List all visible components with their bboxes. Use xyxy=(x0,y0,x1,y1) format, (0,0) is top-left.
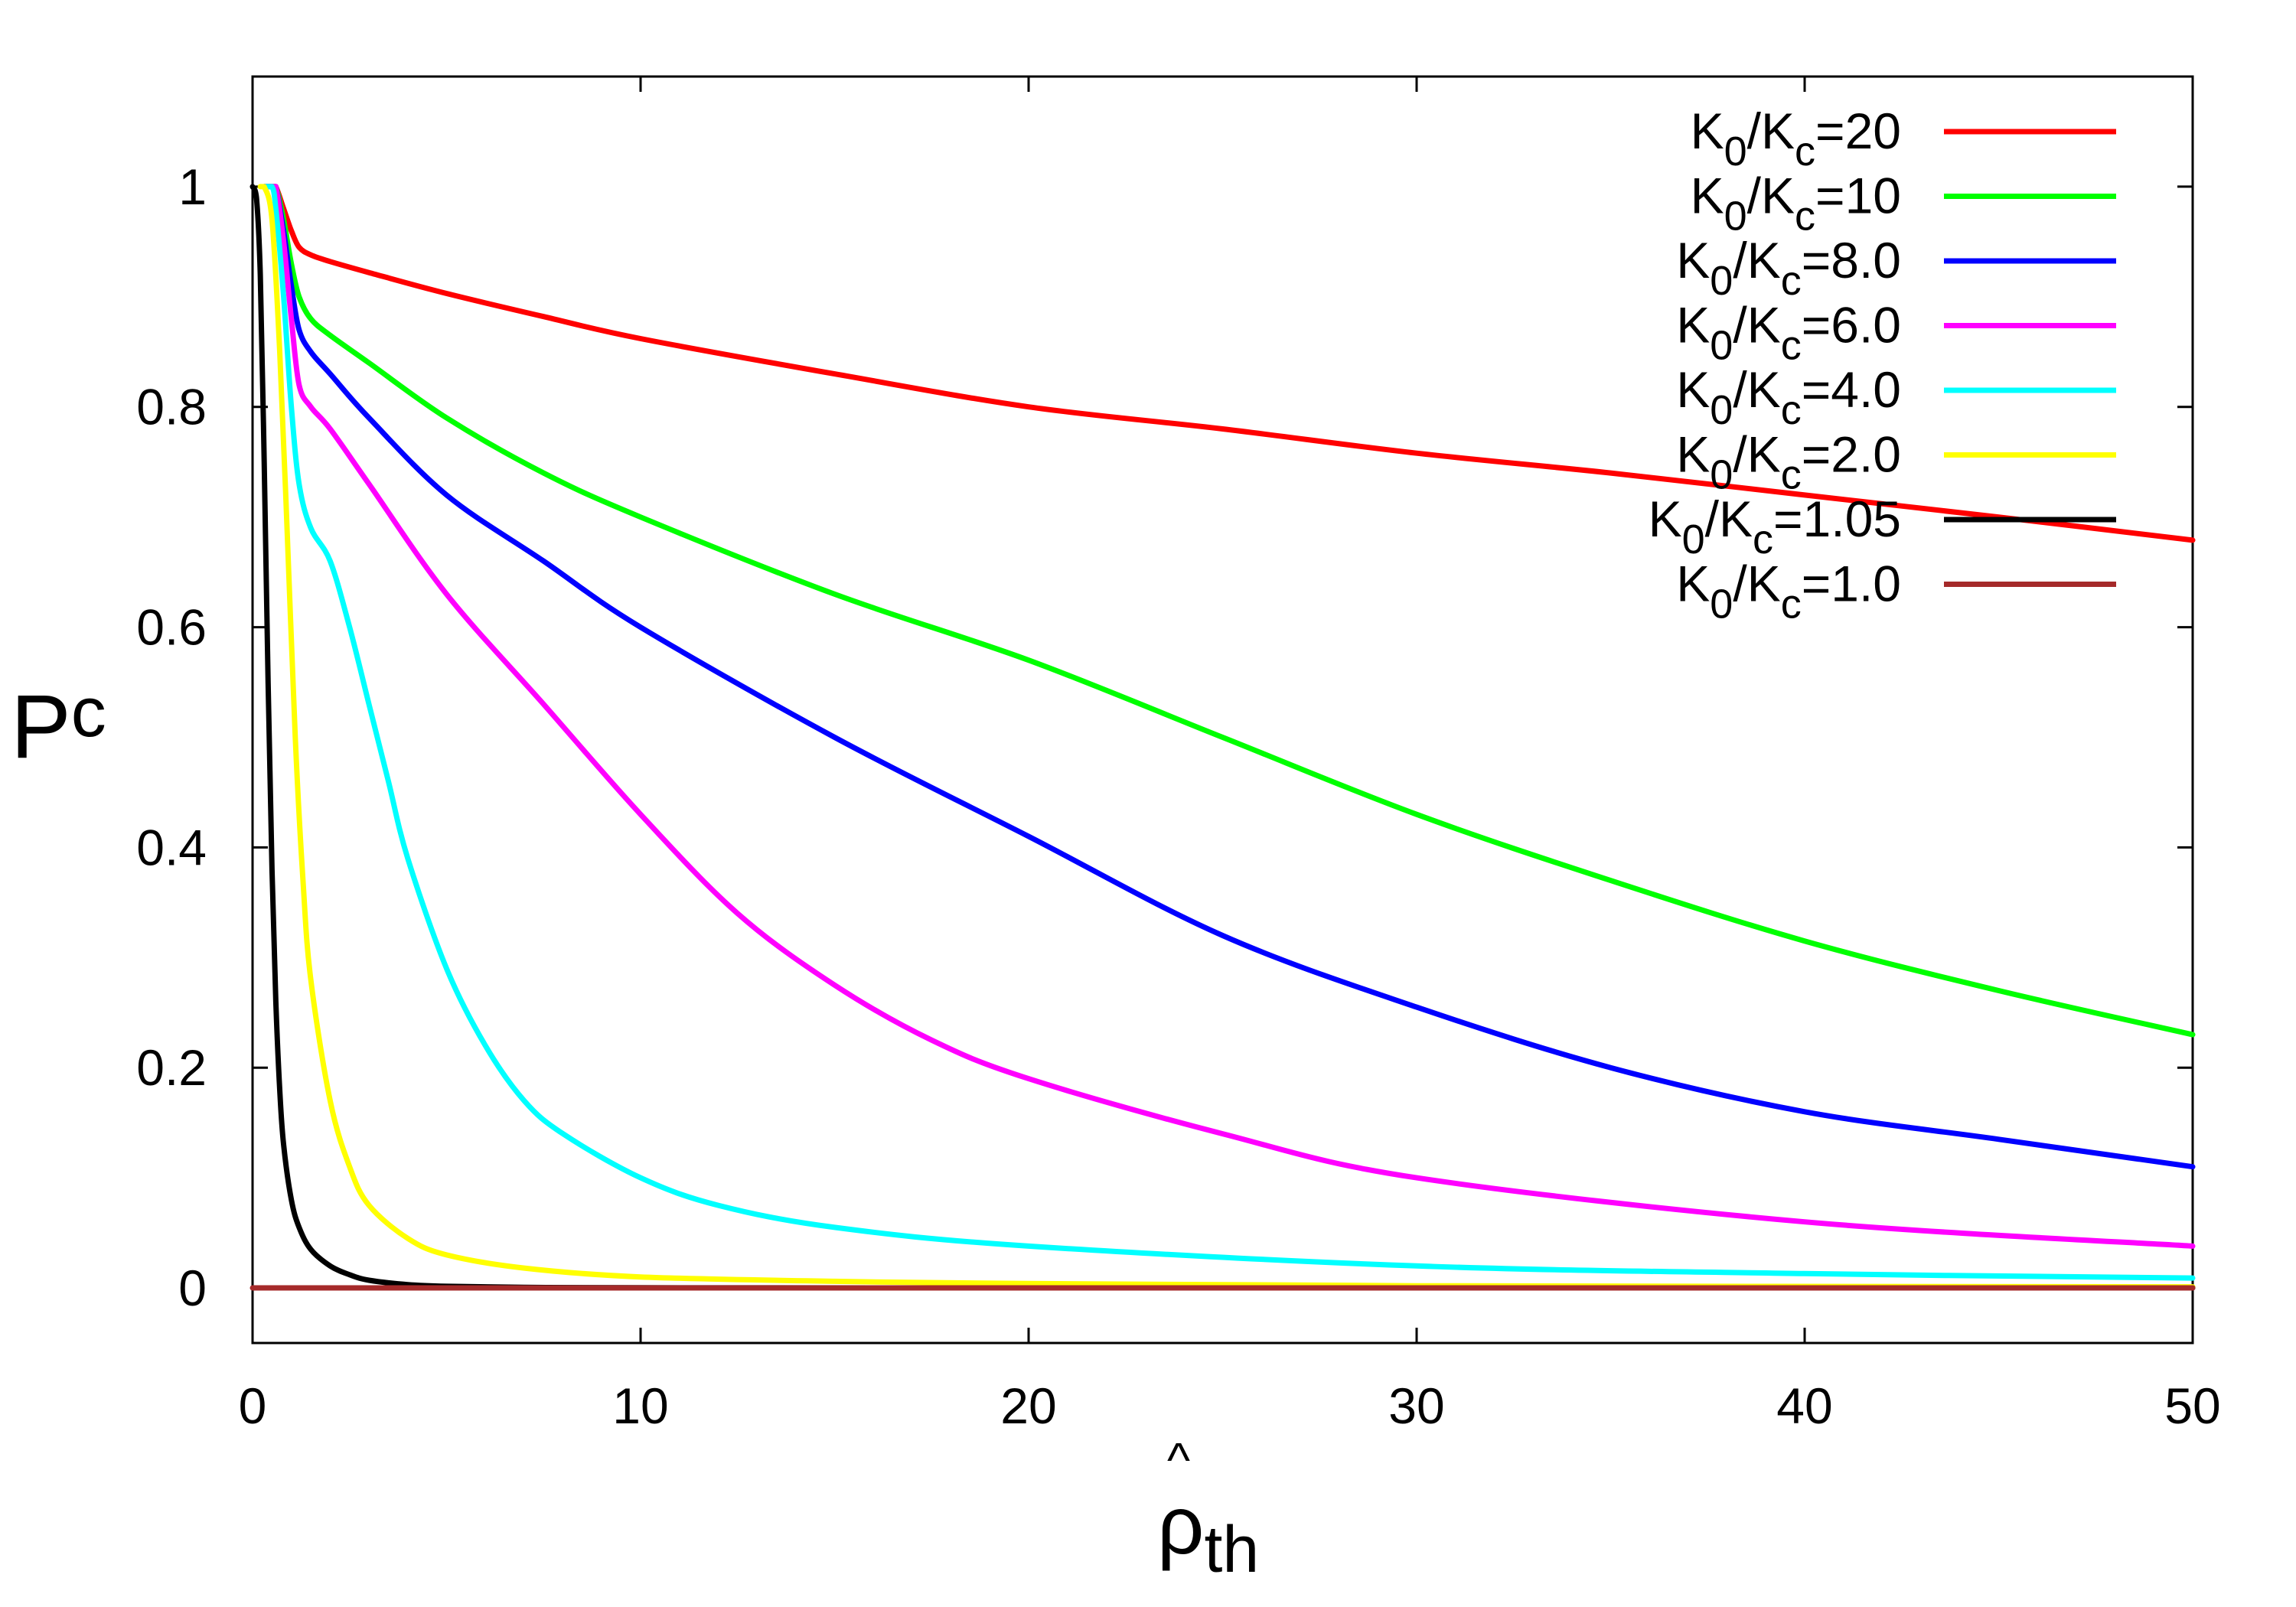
legend-label-sub: 0 xyxy=(1724,194,1747,240)
legend-label-part: /K xyxy=(1733,426,1780,483)
y-axis-title: Pc xyxy=(11,673,106,777)
legend-label-sub: 0 xyxy=(1682,517,1705,562)
legend-label-sub: 0 xyxy=(1710,323,1733,369)
x-tick-label: 0 xyxy=(239,1377,267,1434)
legend-label-part: /K xyxy=(1733,556,1780,612)
legend-label-part: /K xyxy=(1733,361,1780,418)
y-axis-title-sub: c xyxy=(71,673,106,751)
y-tick-label: 0 xyxy=(178,1260,207,1316)
legend-label-part: =10 xyxy=(1815,168,1901,224)
y-tick-label: 0.6 xyxy=(136,599,207,656)
series-lines xyxy=(249,184,2196,1291)
legend-label-part: K xyxy=(1676,556,1710,612)
legend-label-part: K xyxy=(1676,426,1710,483)
legend-label-part: /K xyxy=(1747,103,1795,159)
series-line-k0-kc-20 xyxy=(261,184,2196,543)
legend-label-part: /K xyxy=(1733,232,1780,288)
legend-label-part: K xyxy=(1676,361,1710,418)
legend-label-sub: c xyxy=(1781,258,1802,304)
x-tick-label: 50 xyxy=(2164,1377,2220,1434)
legend-label-part: =4.0 xyxy=(1802,361,1901,418)
legend-label-sub: 0 xyxy=(1724,129,1747,174)
x-axis-title: ρth xyxy=(1157,1478,1259,1586)
series-line-k0-kc-6-0 xyxy=(261,184,2196,1249)
legend-label-sub: 0 xyxy=(1710,452,1733,498)
y-tick-label: 0.4 xyxy=(136,819,207,875)
legend-label-sub: 0 xyxy=(1710,582,1733,627)
legend-label-sub: c xyxy=(1753,517,1773,562)
legend-label-k0-kc-1-05: K0/Kc=1.05 xyxy=(1649,491,1901,562)
legend: K0/Kc=20K0/Kc=10K0/Kc=8.0K0/Kc=6.0K0/Kc=… xyxy=(1649,103,2116,627)
legend-label-sub: c xyxy=(1795,194,1815,240)
legend-label-sub: c xyxy=(1781,582,1802,627)
plot-frame xyxy=(251,75,2194,1345)
x-tick-label: 40 xyxy=(1776,1377,1832,1434)
y-axis-title-main: P xyxy=(11,676,71,777)
legend-label-sub: c xyxy=(1795,129,1815,174)
x-tick-label: 20 xyxy=(1000,1377,1056,1434)
legend-label-part: =2.0 xyxy=(1802,426,1901,483)
legend-label-part: =20 xyxy=(1815,103,1901,159)
series-line-k0-kc-8-0 xyxy=(261,184,2196,1170)
legend-label-part: K xyxy=(1691,103,1724,159)
legend-label-part: K xyxy=(1649,491,1682,547)
legend-label-part: /K xyxy=(1733,297,1780,354)
legend-label-part: =1.05 xyxy=(1773,491,1901,547)
legend-label-part: =8.0 xyxy=(1802,232,1901,288)
legend-label-part: /K xyxy=(1747,168,1795,224)
x-axis-title-main: ρ xyxy=(1157,1478,1204,1571)
series-line-k0-kc-4-0 xyxy=(261,184,2196,1281)
x-axis-title-sub: th xyxy=(1204,1513,1259,1586)
legend-label-k0-kc-20: K0/Kc=20 xyxy=(1691,103,1901,174)
legend-label-k0-kc-4-0: K0/Kc=4.0 xyxy=(1676,361,1901,433)
legend-label-sub: c xyxy=(1781,452,1802,498)
axis-ticks: 0 10 20 30 40 50 0 0.2 0.4 0.6 0.8 1 xyxy=(136,77,2221,1434)
legend-label-k0-kc-8-0: K0/Kc=8.0 xyxy=(1676,232,1901,304)
legend-label-k0-kc-10: K0/Kc=10 xyxy=(1691,168,1901,240)
y-tick-label: 0.8 xyxy=(136,379,207,435)
legend-label-k0-kc-2-0: K0/Kc=2.0 xyxy=(1676,426,1901,498)
x-axis-hat: ^ xyxy=(1167,1433,1190,1488)
x-tick-label: 30 xyxy=(1388,1377,1444,1434)
y-tick-label: 0.2 xyxy=(136,1039,207,1096)
legend-label-k0-kc-6-0: K0/Kc=6.0 xyxy=(1676,297,1901,369)
legend-label-part: =1.0 xyxy=(1802,556,1901,612)
legend-label-sub: c xyxy=(1781,387,1802,433)
legend-label-sub: c xyxy=(1781,323,1802,369)
legend-label-k0-kc-1-0: K0/Kc=1.0 xyxy=(1676,556,1901,627)
legend-label-sub: 0 xyxy=(1710,387,1733,433)
legend-label-part: /K xyxy=(1705,491,1753,547)
legend-label-part: K xyxy=(1676,232,1710,288)
legend-label-part: K xyxy=(1691,168,1724,224)
legend-label-sub: 0 xyxy=(1710,258,1733,304)
x-tick-label: 10 xyxy=(612,1377,668,1434)
series-line-k0-kc-10 xyxy=(261,184,2196,1038)
legend-label-part: K xyxy=(1676,297,1710,354)
series-line-k0-kc-2-0 xyxy=(257,184,2196,1290)
y-tick-label: 1 xyxy=(178,158,207,215)
legend-label-part: =6.0 xyxy=(1802,297,1901,354)
